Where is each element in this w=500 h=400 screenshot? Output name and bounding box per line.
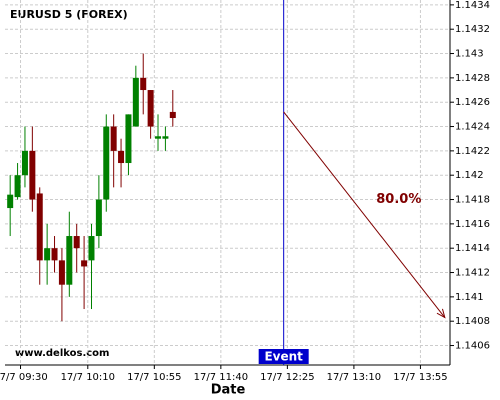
y-tick-label: 1.1428 — [455, 73, 490, 84]
y-tick-label: 1.1422 — [455, 146, 490, 157]
y-tick-label: 1.142 — [455, 170, 484, 181]
chart-title: EURUSD 5 (FOREX) — [10, 8, 128, 21]
candle-body — [81, 260, 88, 267]
x-tick-label: 17/7 10:55 — [127, 372, 181, 383]
x-tick-label: 17/7 11:40 — [194, 372, 248, 383]
event-label: Event — [264, 350, 303, 364]
x-tick-label: 17/7 09:30 — [0, 372, 48, 383]
candle-body — [140, 77, 147, 91]
candle-body — [125, 114, 132, 164]
candle-body — [110, 126, 117, 151]
candle-body — [58, 260, 65, 285]
y-tick-label: 1.1416 — [455, 219, 490, 230]
x-tick-label: 17/7 12:25 — [260, 372, 314, 383]
y-tick-label: 1.141 — [455, 292, 484, 303]
candle-body — [147, 90, 154, 127]
candle-body — [21, 150, 28, 176]
projection-line — [283, 111, 446, 318]
y-tick-label: 1.1406 — [455, 341, 490, 352]
x-tick-label: 17/7 13:10 — [327, 372, 381, 383]
y-tick-label: 1.1424 — [455, 122, 490, 133]
y-tick-label: 1.1414 — [455, 243, 490, 254]
candle-body — [88, 236, 95, 261]
candle-body — [118, 150, 125, 164]
candle-body — [132, 77, 139, 127]
candle-body — [66, 236, 73, 285]
candle-body — [51, 248, 58, 261]
event-box — [258, 349, 309, 364]
y-tick-label: 1.1432 — [455, 24, 490, 35]
x-tick-label: 17/7 10:10 — [61, 372, 115, 383]
candle-body — [7, 194, 14, 209]
candle-body — [162, 136, 169, 139]
candle-body — [29, 150, 36, 200]
candle-body — [36, 193, 43, 261]
y-tick-label: 1.1418 — [455, 195, 490, 206]
candle-body — [14, 175, 21, 198]
projection-label: 80.0% — [376, 192, 421, 207]
y-tick-label: 1.1408 — [455, 316, 490, 327]
y-tick-label: 1.1426 — [455, 97, 490, 108]
x-axis-label: Date — [211, 383, 246, 398]
x-tick-label: 17/7 13:55 — [393, 372, 447, 383]
candle-body — [44, 248, 51, 261]
candle-body — [73, 236, 80, 249]
y-tick-label: 1.1434 — [455, 0, 490, 11]
candle-body — [95, 199, 102, 237]
watermark: www.delkos.com — [15, 348, 109, 359]
y-tick-label: 1.143 — [455, 49, 484, 60]
arrow-head — [436, 308, 446, 319]
candle-body — [155, 136, 162, 139]
candle-body — [169, 111, 176, 119]
candle-body — [103, 126, 110, 200]
y-tick-label: 1.1412 — [455, 268, 490, 279]
